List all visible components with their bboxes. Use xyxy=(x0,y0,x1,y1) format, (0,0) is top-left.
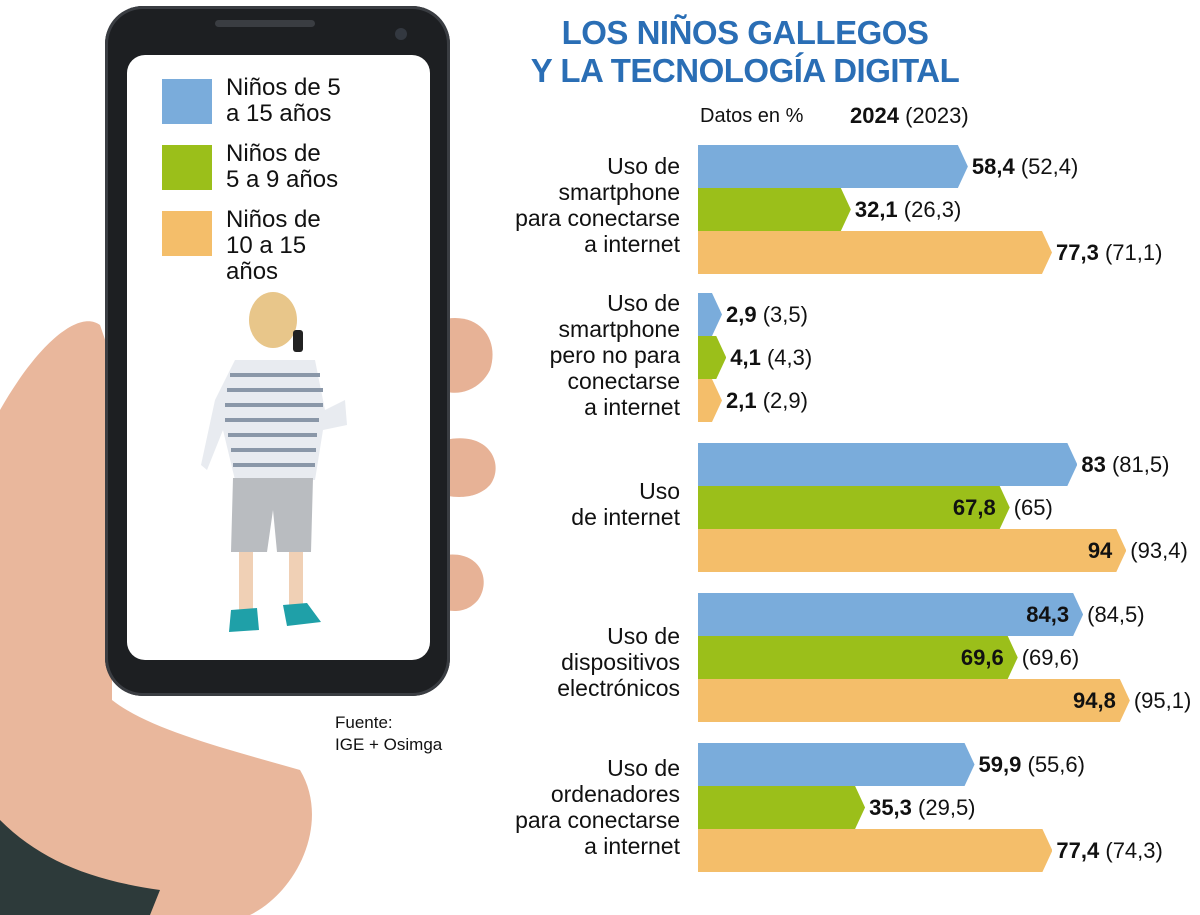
bar-10-15 xyxy=(698,679,1130,722)
bar-5-15 xyxy=(698,443,1078,486)
bar-5-15 xyxy=(698,293,722,336)
category-label: Uso de smartphone pero no para conectars… xyxy=(549,290,680,420)
bar-prev-value-label: (95,1) xyxy=(1133,688,1192,713)
child-on-phone-illustration xyxy=(201,292,347,632)
bar-value-label: 59,9 (55,6) xyxy=(978,752,1085,777)
bar-10-15 xyxy=(698,231,1052,274)
legend-label: Niños de 5 a 9 años xyxy=(226,140,339,193)
title-line-2: Y LA TECNOLOGÍA DIGITAL xyxy=(530,52,960,89)
bar-value-label: 94 xyxy=(1087,538,1113,563)
bar-value-label: 94,8 xyxy=(1073,688,1116,713)
year-previous: (2023) xyxy=(905,103,969,128)
year-key: 2024 (2023) xyxy=(850,103,969,129)
bar-5-9 xyxy=(698,336,727,379)
bar-5-9 xyxy=(698,486,1010,529)
legend-swatch-orange xyxy=(162,211,212,256)
legend-swatch-green xyxy=(162,145,212,190)
chart-title: LOS NIÑOS GALLEGOS Y LA TECNOLOGÍA DIGIT… xyxy=(505,14,985,90)
bar-value-label: 84,3 xyxy=(1026,602,1070,627)
legend-item-10-15: Niños de 10 a 15 años xyxy=(162,207,341,285)
bar-value-label: 67,8 xyxy=(952,495,996,520)
units-label: Datos en % xyxy=(700,105,804,127)
bar-value-label: 77,4 (74,3) xyxy=(1056,838,1163,863)
hand-illustration xyxy=(0,318,496,915)
bar-10-15 xyxy=(698,379,722,422)
bar-10-15 xyxy=(698,529,1127,572)
bar-5-9 xyxy=(698,636,1018,679)
legend-label: Niños de 10 a 15 años xyxy=(226,206,321,285)
bar-5-15 xyxy=(698,743,975,786)
legend-item-5-15: Niños de 5 a 15 años xyxy=(162,75,341,127)
category-label: Uso de ordenadores para conectarse a int… xyxy=(515,755,680,859)
phone-speaker xyxy=(215,20,315,27)
bar-prev-value-label: (93,4) xyxy=(1130,538,1188,563)
bar-prev-value-label: (65) xyxy=(1013,495,1053,520)
bar-value-label: 32,1 (26,3) xyxy=(854,197,962,222)
bar-prev-value-label: (69,6) xyxy=(1021,645,1080,670)
title-line-1: LOS NIÑOS GALLEGOS xyxy=(561,14,929,51)
bar-value-label: 4,1 (4,3) xyxy=(730,345,813,370)
bar-value-label: 77,3 (71,1) xyxy=(1055,240,1163,265)
bar-value-label: 83 (81,5) xyxy=(1081,452,1170,477)
year-current: 2024 xyxy=(850,103,899,128)
bar-value-label: 69,6 xyxy=(960,645,1004,670)
legend-swatch-blue xyxy=(162,79,212,124)
legend: Niños de 5 a 15 años Niños de 5 a 9 años… xyxy=(162,75,341,299)
category-label: Uso de internet xyxy=(571,478,680,530)
legend-label: Niños de 5 a 15 años xyxy=(226,74,341,127)
bar-value-label: 35,3 (29,5) xyxy=(869,795,976,820)
category-label: Uso de dispositivos electrónicos xyxy=(557,623,680,701)
bar-value-label: 58,4 (52,4) xyxy=(971,154,1079,179)
phone-camera-icon xyxy=(395,28,407,40)
source-note: Fuente: IGE + Osimga xyxy=(335,713,443,754)
bar-prev-value-label: (84,5) xyxy=(1087,602,1145,627)
bar-5-9 xyxy=(698,786,866,829)
bar-10-15 xyxy=(698,829,1053,872)
bar-5-15 xyxy=(698,145,968,188)
bar-value-label: 2,9 (3,5) xyxy=(726,302,808,327)
bar-5-15 xyxy=(698,593,1084,636)
bar-value-label: 2,1 (2,9) xyxy=(726,388,808,413)
legend-item-5-9: Niños de 5 a 9 años xyxy=(162,141,341,193)
bar-5-9 xyxy=(698,188,851,231)
category-label: Uso de smartphone para conectarse a inte… xyxy=(515,153,680,257)
